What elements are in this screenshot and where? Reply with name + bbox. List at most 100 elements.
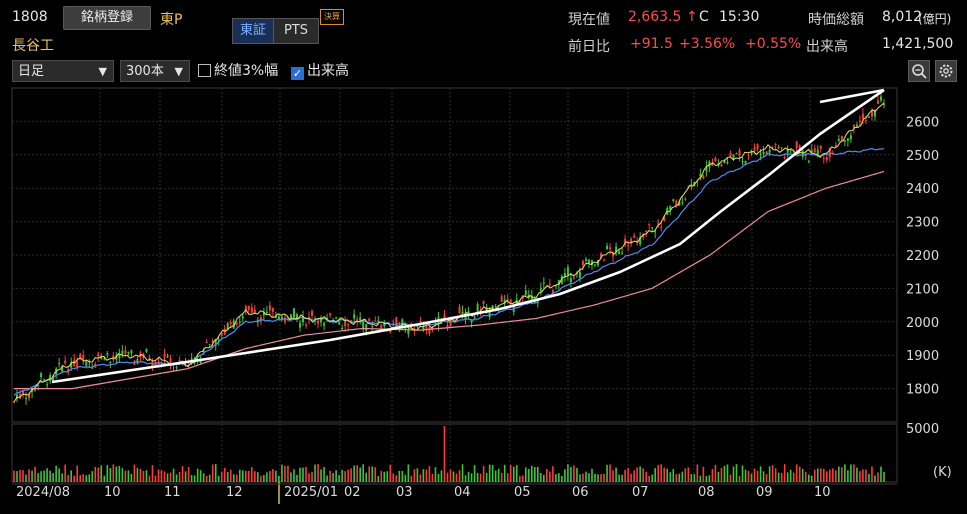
volume-bar	[801, 468, 804, 482]
volume-bar	[570, 466, 572, 482]
candle-body	[729, 153, 732, 157]
volume-bar	[862, 469, 864, 482]
volume-bar	[847, 470, 849, 482]
volume-bar	[856, 467, 858, 482]
candle-body	[289, 314, 292, 321]
volume-bar	[380, 470, 383, 482]
candle-body	[220, 333, 223, 336]
candle-body	[365, 324, 368, 331]
volume-bar	[31, 470, 33, 482]
candle-body	[557, 280, 560, 285]
candle-body	[109, 361, 112, 363]
candle-body	[85, 361, 88, 366]
zoom-button[interactable]	[908, 60, 930, 82]
candle-body	[657, 223, 660, 225]
close3-checkbox[interactable]: 終値3%幅	[198, 62, 278, 80]
candle-body	[467, 311, 470, 314]
candle-body	[765, 151, 768, 154]
candle-body	[536, 302, 539, 304]
candle-body	[609, 247, 612, 250]
candle-body	[118, 354, 121, 359]
chevron-down-icon: ▼	[174, 65, 183, 78]
volume-bar	[786, 472, 789, 482]
candle-body	[750, 150, 753, 154]
change-pct: +3.56%	[679, 36, 736, 52]
volume-bar	[28, 469, 30, 482]
volume-bar	[832, 468, 834, 482]
volume-bar	[816, 468, 819, 482]
price-chart[interactable]: 1800 1900 2000 2100 2200 2300 2400 2500 2600 5000…	[0, 84, 967, 514]
x-tick-label: 10	[104, 485, 121, 500]
candle-body	[127, 351, 130, 354]
candle-body	[876, 100, 879, 104]
candle-body	[40, 373, 43, 378]
bars-select[interactable]: 300本 ▼	[120, 60, 190, 82]
volume-bar	[278, 475, 280, 482]
volume-bar	[464, 475, 467, 482]
volume-bar	[293, 469, 295, 482]
volume-bar	[347, 469, 349, 482]
candle-body	[76, 361, 79, 367]
ma-short-line	[13, 147, 885, 396]
volume-bar	[157, 469, 160, 482]
candle-body	[19, 393, 22, 399]
volume-bar	[874, 475, 876, 482]
candle-body	[52, 377, 55, 382]
candle-body	[163, 354, 166, 358]
candle-body	[654, 231, 657, 233]
volume-bar	[151, 465, 154, 482]
volume-bar	[19, 470, 21, 482]
tab-tse[interactable]: 東証	[232, 18, 274, 44]
register-button[interactable]: 銘柄登録	[63, 6, 151, 30]
candle-body	[834, 144, 837, 147]
candle-body	[524, 290, 527, 295]
candle-body	[849, 135, 852, 140]
y-tick-label: 2000	[906, 316, 939, 331]
volume-bar	[85, 475, 88, 482]
earnings-badge[interactable]: 決算	[320, 9, 344, 25]
candle-body	[714, 157, 717, 162]
volume-bar	[597, 474, 599, 482]
volume-bar	[678, 473, 681, 482]
volume-bar	[392, 473, 395, 482]
candle-body	[726, 162, 729, 164]
x-tick-label: 10	[814, 485, 831, 500]
candle-body	[500, 296, 503, 302]
volume-bar	[443, 426, 446, 482]
volume-checkbox[interactable]: ✓ 出来高	[291, 62, 349, 80]
volume-bar	[356, 465, 358, 482]
period-select[interactable]: 日足 ▼	[12, 60, 114, 82]
company-name: 長谷工	[12, 38, 54, 54]
volume-bar	[422, 469, 425, 482]
candle-body	[323, 323, 326, 326]
volume-bar	[172, 468, 175, 482]
tab-pts[interactable]: PTS	[273, 18, 319, 44]
volume-bar	[503, 464, 506, 482]
volume-bar	[148, 475, 151, 482]
candle-body	[645, 230, 648, 233]
volume-bar	[759, 466, 762, 482]
candle-body	[494, 306, 497, 308]
volume-bar	[229, 469, 232, 482]
volume-bar	[202, 473, 205, 482]
candle-body	[883, 103, 885, 106]
volume-bar	[684, 468, 687, 482]
candle-body	[858, 120, 861, 122]
volume-bar	[567, 464, 569, 482]
settings-button[interactable]	[935, 60, 957, 82]
volume-bar	[88, 474, 91, 482]
candle-body	[130, 350, 133, 354]
candle-body	[681, 202, 684, 204]
volume-bar	[573, 465, 575, 482]
volume-bar	[859, 471, 861, 482]
volume-bar	[458, 470, 461, 482]
volume-bar	[329, 470, 331, 482]
ma-fast-line	[13, 102, 885, 403]
volume-bar	[621, 474, 623, 482]
volume-bar	[269, 471, 271, 482]
candle-body	[449, 319, 452, 327]
candle-body	[762, 151, 765, 154]
volume-bar	[470, 473, 473, 482]
candle-body	[389, 329, 392, 333]
x-tick-label: 11	[164, 485, 181, 500]
